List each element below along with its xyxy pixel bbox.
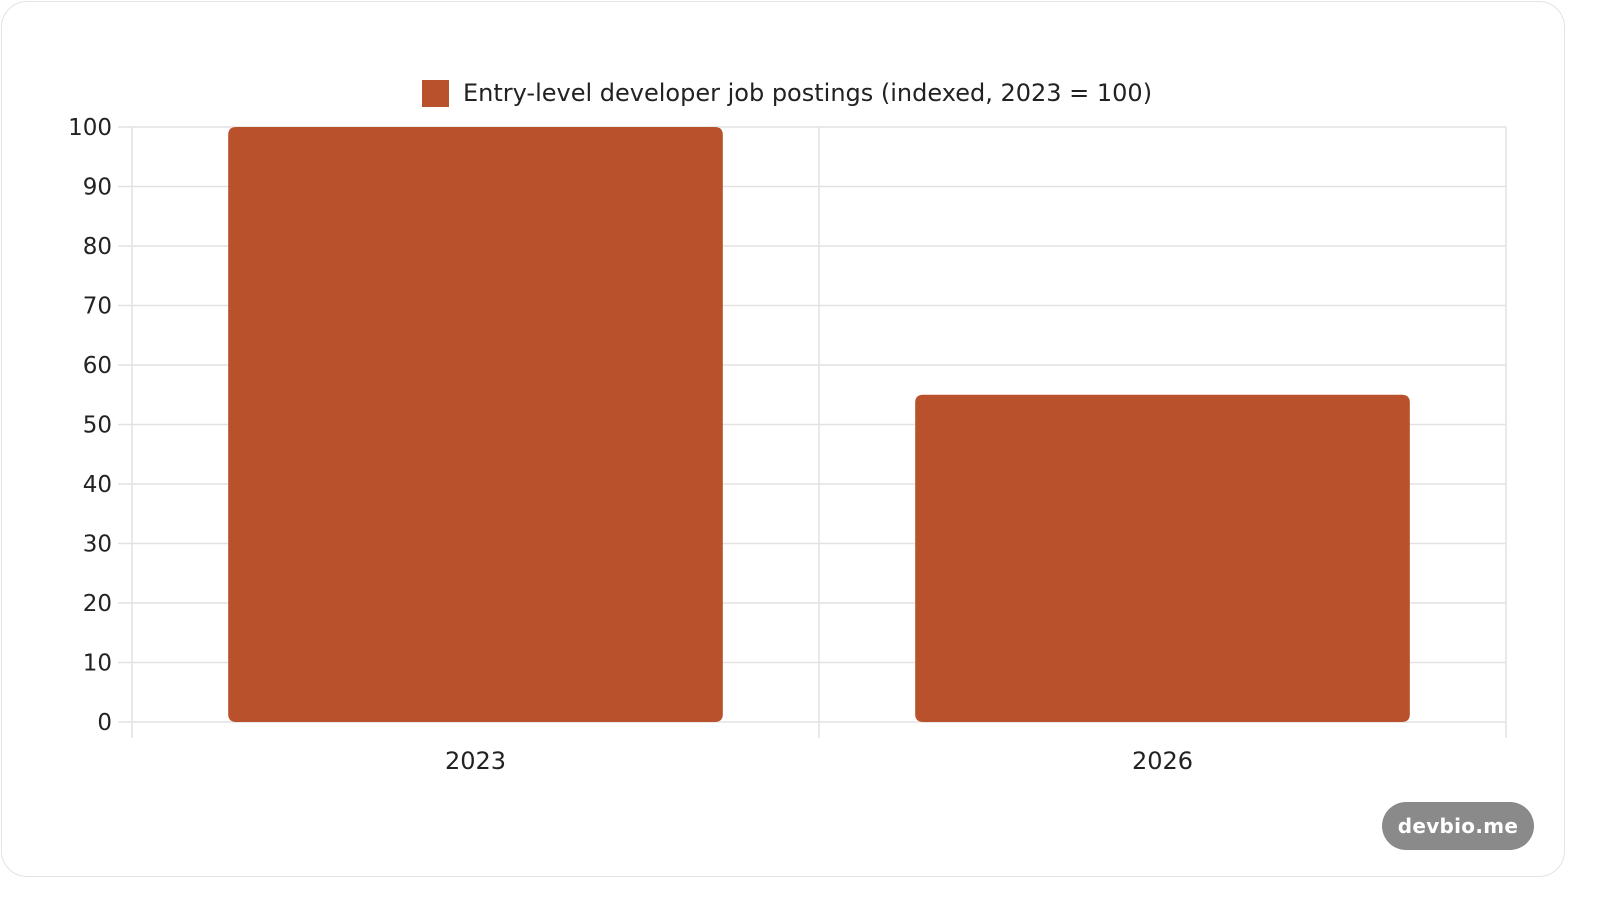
y-tick-label: 80 [83, 234, 112, 260]
bar-2026[interactable] [915, 394, 1410, 722]
legend-label: Entry-level developer job postings (inde… [463, 79, 1152, 107]
y-tick-label: 10 [83, 651, 112, 677]
watermark-badge[interactable]: devbio.me [1382, 802, 1534, 850]
y-tick-label: 30 [83, 532, 112, 558]
y-tick-label: 100 [68, 115, 112, 141]
y-tick-label: 20 [83, 591, 112, 617]
y-tick-label: 50 [83, 413, 112, 439]
y-tick-label: 0 [97, 710, 112, 736]
legend-swatch [422, 80, 449, 107]
y-tick-label: 40 [83, 472, 112, 498]
x-tick-label: 2026 [1132, 747, 1193, 775]
y-tick-label: 70 [83, 294, 112, 320]
y-tick-label: 90 [83, 175, 112, 201]
bars [228, 127, 1410, 722]
x-tick-label: 2023 [445, 747, 506, 775]
legend: Entry-level developer job postings (inde… [422, 79, 1152, 107]
axes: 0 10 20 30 40 50 60 70 80 90 100 2023 2026 [68, 115, 1193, 775]
y-tick-label: 60 [83, 353, 112, 379]
bar-2023[interactable] [228, 127, 723, 722]
